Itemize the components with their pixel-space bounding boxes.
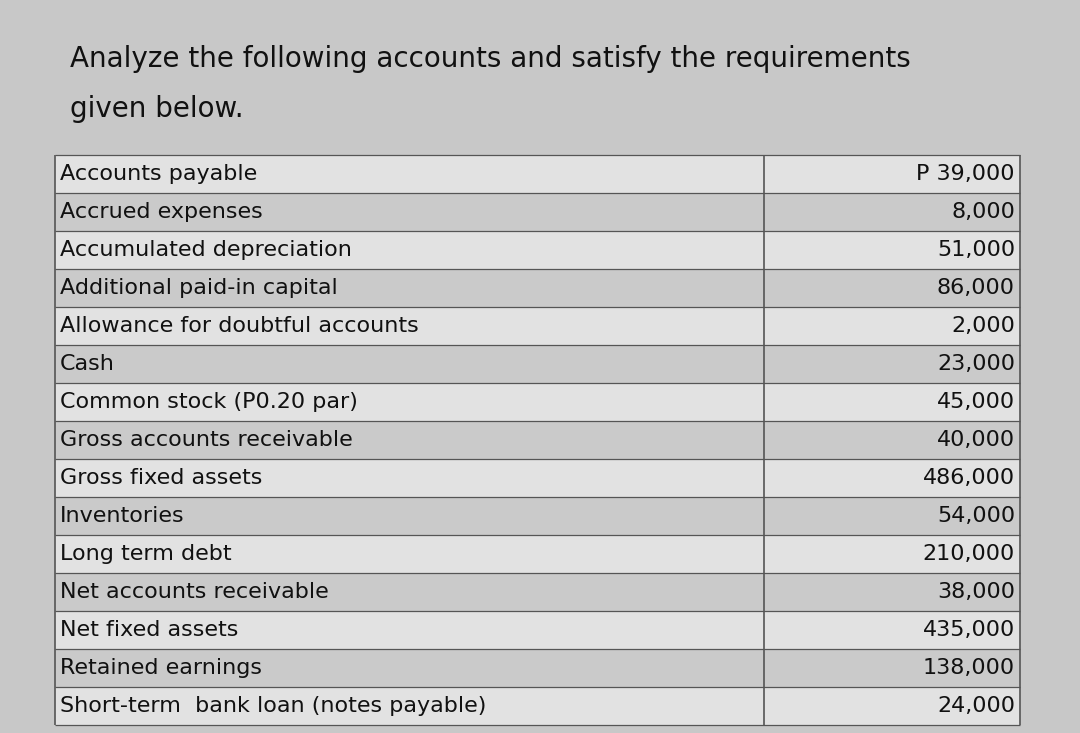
Bar bbox=[765, 611, 1020, 649]
Bar bbox=[765, 535, 1020, 573]
Bar bbox=[765, 231, 1020, 269]
Text: 8,000: 8,000 bbox=[951, 202, 1015, 222]
Text: 45,000: 45,000 bbox=[936, 392, 1015, 412]
Bar bbox=[55, 155, 765, 193]
Bar bbox=[55, 269, 765, 307]
Bar bbox=[55, 345, 765, 383]
Bar bbox=[765, 193, 1020, 231]
Bar bbox=[55, 383, 765, 421]
Bar bbox=[55, 611, 765, 649]
Bar bbox=[765, 155, 1020, 193]
Text: 24,000: 24,000 bbox=[937, 696, 1015, 716]
Text: Additional paid-in capital: Additional paid-in capital bbox=[60, 278, 338, 298]
Bar bbox=[55, 497, 765, 535]
Text: Retained earnings: Retained earnings bbox=[60, 658, 262, 678]
Bar bbox=[765, 345, 1020, 383]
Text: 210,000: 210,000 bbox=[922, 544, 1015, 564]
Text: Accounts payable: Accounts payable bbox=[60, 164, 257, 184]
Bar bbox=[55, 573, 765, 611]
Bar bbox=[765, 383, 1020, 421]
Text: 86,000: 86,000 bbox=[937, 278, 1015, 298]
Text: given below.: given below. bbox=[70, 95, 244, 123]
Text: Common stock (P0.20 par): Common stock (P0.20 par) bbox=[60, 392, 357, 412]
Bar bbox=[765, 573, 1020, 611]
Bar bbox=[55, 459, 765, 497]
Bar bbox=[765, 687, 1020, 725]
Bar bbox=[765, 421, 1020, 459]
Text: 54,000: 54,000 bbox=[936, 506, 1015, 526]
Text: 23,000: 23,000 bbox=[937, 354, 1015, 374]
Bar bbox=[55, 649, 765, 687]
Text: Short-term  bank loan (notes payable): Short-term bank loan (notes payable) bbox=[60, 696, 486, 716]
Text: 486,000: 486,000 bbox=[923, 468, 1015, 488]
Bar bbox=[765, 269, 1020, 307]
Bar bbox=[55, 535, 765, 573]
Text: Gross accounts receivable: Gross accounts receivable bbox=[60, 430, 353, 450]
Text: 138,000: 138,000 bbox=[923, 658, 1015, 678]
Bar bbox=[765, 497, 1020, 535]
Text: 2,000: 2,000 bbox=[951, 316, 1015, 336]
Text: Accumulated depreciation: Accumulated depreciation bbox=[60, 240, 352, 260]
Bar bbox=[55, 687, 765, 725]
Text: 40,000: 40,000 bbox=[936, 430, 1015, 450]
Bar bbox=[55, 231, 765, 269]
Text: 38,000: 38,000 bbox=[937, 582, 1015, 602]
Text: Accrued expenses: Accrued expenses bbox=[60, 202, 262, 222]
Bar bbox=[55, 307, 765, 345]
Text: Analyze the following accounts and satisfy the requirements: Analyze the following accounts and satis… bbox=[70, 45, 910, 73]
Text: P 39,000: P 39,000 bbox=[917, 164, 1015, 184]
Text: Allowance for doubtful accounts: Allowance for doubtful accounts bbox=[60, 316, 419, 336]
Bar bbox=[765, 649, 1020, 687]
Text: 435,000: 435,000 bbox=[922, 620, 1015, 640]
Text: Net accounts receivable: Net accounts receivable bbox=[60, 582, 328, 602]
Text: Net fixed assets: Net fixed assets bbox=[60, 620, 239, 640]
Text: Long term debt: Long term debt bbox=[60, 544, 231, 564]
Text: Inventories: Inventories bbox=[60, 506, 185, 526]
Bar bbox=[765, 459, 1020, 497]
Bar bbox=[55, 421, 765, 459]
Bar bbox=[765, 307, 1020, 345]
Bar bbox=[55, 193, 765, 231]
Text: Cash: Cash bbox=[60, 354, 114, 374]
Text: Gross fixed assets: Gross fixed assets bbox=[60, 468, 262, 488]
Text: 51,000: 51,000 bbox=[936, 240, 1015, 260]
